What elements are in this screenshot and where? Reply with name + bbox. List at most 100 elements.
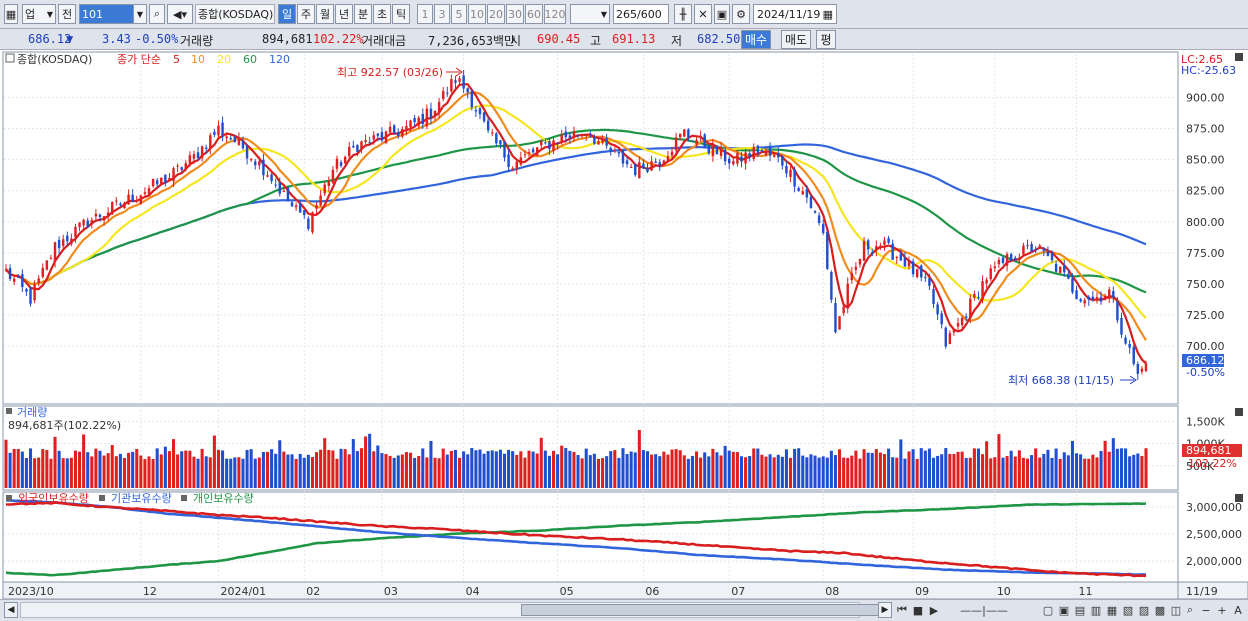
scroll-left-icon[interactable]: ◀ xyxy=(4,602,18,618)
volume-bar xyxy=(286,454,290,488)
candle-body xyxy=(589,136,592,138)
zoom-out-icon[interactable]: − xyxy=(1201,603,1211,617)
candle-body xyxy=(1022,245,1025,255)
search-icon[interactable]: ⌕ xyxy=(149,4,165,24)
volume-bar xyxy=(462,451,466,488)
layout-icon-3[interactable]: ▤ xyxy=(1074,603,1086,617)
volume-bar xyxy=(474,450,478,488)
volume-bar xyxy=(65,458,69,488)
candle-body xyxy=(495,133,498,144)
interval-dropdown[interactable]: ▼ xyxy=(570,4,610,24)
count-field[interactable]: 265/600 xyxy=(613,4,669,24)
layout-icon-2[interactable]: ▣ xyxy=(1058,603,1070,617)
zoom-in-icon[interactable]: + xyxy=(1217,603,1227,617)
candlesticks xyxy=(4,69,1148,380)
candle-body xyxy=(911,261,915,275)
speed-slider[interactable]: ——|—— xyxy=(960,603,1008,617)
layout-icon-1[interactable]: ▢ xyxy=(1042,603,1054,617)
candle-body xyxy=(392,125,396,134)
candle-body xyxy=(335,158,339,169)
zoom-icon[interactable]: ⌕ xyxy=(1186,603,1194,616)
period-tab-0[interactable]: 일 xyxy=(278,4,296,24)
ma-legend-20: 20 xyxy=(217,53,231,66)
volume-bar xyxy=(1066,455,1070,488)
volume-bar xyxy=(1079,454,1083,488)
candle-body xyxy=(1099,296,1103,302)
scroll-right-icon[interactable]: ▶ xyxy=(878,602,892,618)
layout-icon-5[interactable]: ▦ xyxy=(1106,603,1118,617)
volume-bar xyxy=(780,456,784,488)
interval-tab-0[interactable]: 1 xyxy=(417,4,433,24)
interval-tab-7[interactable]: 120 xyxy=(544,4,566,24)
period-tab-6[interactable]: 틱 xyxy=(392,4,410,24)
period-tab-1[interactable]: 주 xyxy=(297,4,315,24)
interval-tab-3[interactable]: 10 xyxy=(468,4,486,24)
code-dropdown-icon[interactable]: ▼ xyxy=(133,4,147,24)
period-tab-2[interactable]: 월 xyxy=(316,4,334,24)
period-tab-5[interactable]: 초 xyxy=(373,4,391,24)
play-icon[interactable]: ▶ xyxy=(929,603,939,617)
interval-tab-1[interactable]: 3 xyxy=(434,4,450,24)
volume-bar xyxy=(392,457,396,488)
stop-icon[interactable]: ■ xyxy=(912,603,924,617)
x-tick: 12 xyxy=(143,585,157,598)
volume-bar xyxy=(564,448,568,488)
candle-type-icon[interactable]: ╫ xyxy=(674,4,692,24)
volume-bar xyxy=(911,449,915,488)
volume-bar xyxy=(760,454,764,488)
candle-body xyxy=(515,161,518,170)
volume-bar xyxy=(650,454,654,488)
volume-bar xyxy=(752,448,756,488)
x-tick: 09 xyxy=(915,585,929,598)
volume-panel-menu-icon[interactable] xyxy=(6,408,12,414)
layout-icon-7[interactable]: ▨ xyxy=(1138,603,1150,617)
candle-body xyxy=(1079,299,1082,302)
rewind-icon[interactable]: ⏮ xyxy=(897,603,907,616)
scroll-thumb[interactable] xyxy=(521,604,881,616)
candle-body xyxy=(1120,317,1123,335)
volume-bar xyxy=(310,456,314,488)
font-icon[interactable]: A xyxy=(1234,603,1242,617)
market-select[interactable]: 업 ▼ xyxy=(22,4,56,24)
gear-icon[interactable]: ⚙ xyxy=(732,4,750,24)
period-tab-3[interactable]: 년 xyxy=(335,4,353,24)
interval-tab-4[interactable]: 20 xyxy=(487,4,505,24)
volume-bar xyxy=(106,453,110,488)
code-input[interactable]: 101 xyxy=(79,4,135,24)
chart-layout-icon[interactable]: ▦ xyxy=(4,4,18,24)
layout-icon-9[interactable]: ◫ xyxy=(1170,603,1182,617)
panel-menu-icon[interactable] xyxy=(5,53,15,63)
volume-bar xyxy=(932,457,936,488)
speaker-icon[interactable]: ◀▾ xyxy=(167,4,193,24)
layout-icon-4[interactable]: ▥ xyxy=(1090,603,1102,617)
candle-body xyxy=(854,266,858,270)
interval-tab-2[interactable]: 5 xyxy=(451,4,467,24)
sell-button[interactable]: 매도 xyxy=(781,30,811,49)
interval-tab-5[interactable]: 30 xyxy=(506,4,524,24)
interval-tab-6[interactable]: 60 xyxy=(525,4,543,24)
price-tick: 825.00 xyxy=(1186,185,1225,198)
candle-body xyxy=(670,151,674,156)
chart-area[interactable]: 900.00 875.00 850.00 825.00 800.00 775.00 750.… xyxy=(0,50,1248,599)
holdings-panel-close-icon[interactable] xyxy=(1235,494,1243,502)
date-field[interactable]: 2024/11/19 ▦ xyxy=(753,4,837,24)
period-tab-4[interactable]: 분 xyxy=(354,4,372,24)
volume-bar xyxy=(833,455,837,488)
layout-icon-8[interactable]: ▩ xyxy=(1154,603,1166,617)
crosshair-icon[interactable]: ✕ xyxy=(694,4,712,24)
panel-close-icon[interactable] xyxy=(1235,53,1243,61)
candle-body xyxy=(973,293,976,298)
eval-button[interactable]: 평 xyxy=(816,30,836,49)
buy-button[interactable]: 매수 xyxy=(741,30,771,49)
low-arrow-icon xyxy=(1120,375,1137,385)
candle-body xyxy=(33,284,36,301)
scroll-track[interactable] xyxy=(20,602,881,618)
amount-label: 거래대금 xyxy=(362,34,407,48)
layout-icon-6[interactable]: ▧ xyxy=(1122,603,1134,617)
candle-body xyxy=(1128,343,1131,348)
save-icon[interactable]: ▣ xyxy=(714,4,730,24)
prev-button[interactable]: 전 xyxy=(58,4,76,24)
volume-panel-close-icon[interactable] xyxy=(1235,408,1243,416)
volume-bar xyxy=(315,452,319,488)
chevron-down-icon: ▼ xyxy=(600,9,607,19)
